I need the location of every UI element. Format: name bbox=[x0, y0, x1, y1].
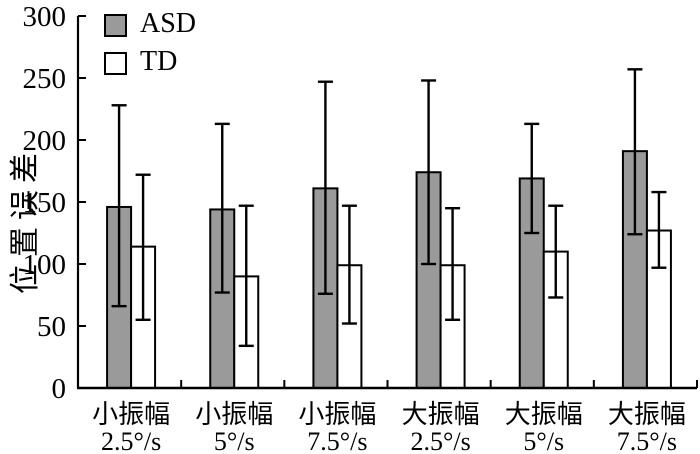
legend-item-asd: ASD bbox=[104, 10, 196, 40]
x-category-speed-5: 7.5°/s bbox=[617, 427, 677, 454]
x-category-amplitude-0: 小振幅 bbox=[92, 400, 170, 429]
x-category-amplitude-1: 小振幅 bbox=[195, 400, 273, 429]
y-axis-tick-label-100: 100 bbox=[23, 249, 67, 281]
y-axis-tick-label-0: 0 bbox=[52, 373, 67, 405]
legend-label-td: TD bbox=[140, 46, 178, 77]
x-category-speed-4: 5°/s bbox=[523, 427, 564, 454]
y-axis-tick-label-250: 250 bbox=[23, 63, 67, 95]
y-axis-tick-label-300: 300 bbox=[23, 1, 67, 33]
x-category-speed-3: 2.5°/s bbox=[410, 427, 470, 454]
legend-label-asd: ASD bbox=[140, 8, 197, 39]
x-category-amplitude-3: 大振幅 bbox=[402, 400, 480, 429]
x-category-speed-2: 7.5°/s bbox=[307, 427, 367, 454]
legend-swatch-td bbox=[104, 51, 127, 75]
legend-swatch-asd bbox=[104, 13, 127, 37]
x-category-amplitude-4: 大振幅 bbox=[505, 400, 583, 429]
legend-item-td: TD bbox=[104, 48, 196, 78]
x-category-amplitude-2: 小振幅 bbox=[298, 400, 376, 429]
y-axis-tick-label-150: 150 bbox=[23, 187, 67, 219]
y-axis-tick-label-50: 50 bbox=[37, 311, 66, 343]
x-category-speed-0: 2.5°/s bbox=[101, 427, 161, 454]
x-category-amplitude-5: 大振幅 bbox=[608, 400, 686, 429]
legend: ASD TD bbox=[104, 10, 196, 78]
y-axis-tick-label-200: 200 bbox=[23, 125, 67, 157]
x-category-speed-1: 5°/s bbox=[214, 427, 255, 454]
